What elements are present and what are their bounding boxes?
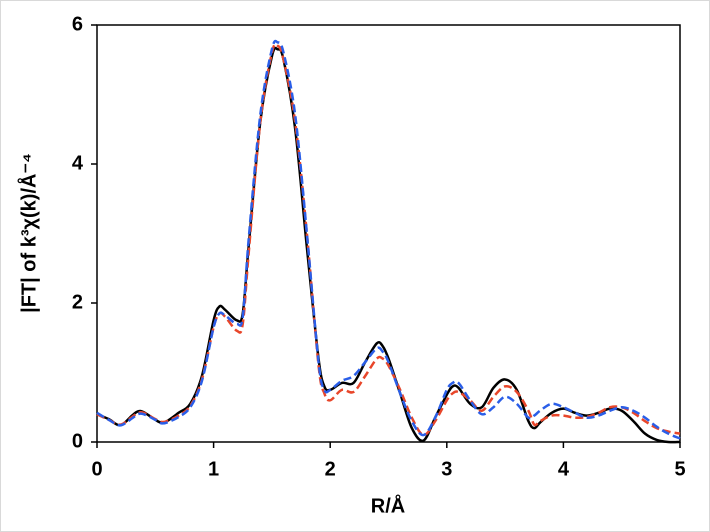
y-tick-label: 0 [72, 430, 83, 452]
series-line [96, 42, 681, 437]
x-axis-label: R/Å [371, 493, 405, 517]
x-tick-label: 5 [674, 458, 685, 480]
series-line [96, 39, 681, 440]
y-tick-label: 6 [72, 13, 83, 35]
plot-frame [96, 24, 681, 443]
y-tick-label: 2 [72, 291, 83, 313]
x-tick-label: 0 [91, 458, 102, 480]
x-tick-label: 3 [441, 458, 452, 480]
x-tick-label: 4 [558, 458, 570, 480]
y-tick-label: 4 [72, 152, 84, 174]
y-axis-label: |FT| of k³χ(k)/Å⁻⁴ [16, 153, 40, 313]
x-tick-label: 1 [208, 458, 219, 480]
x-tick-label: 2 [325, 458, 336, 480]
